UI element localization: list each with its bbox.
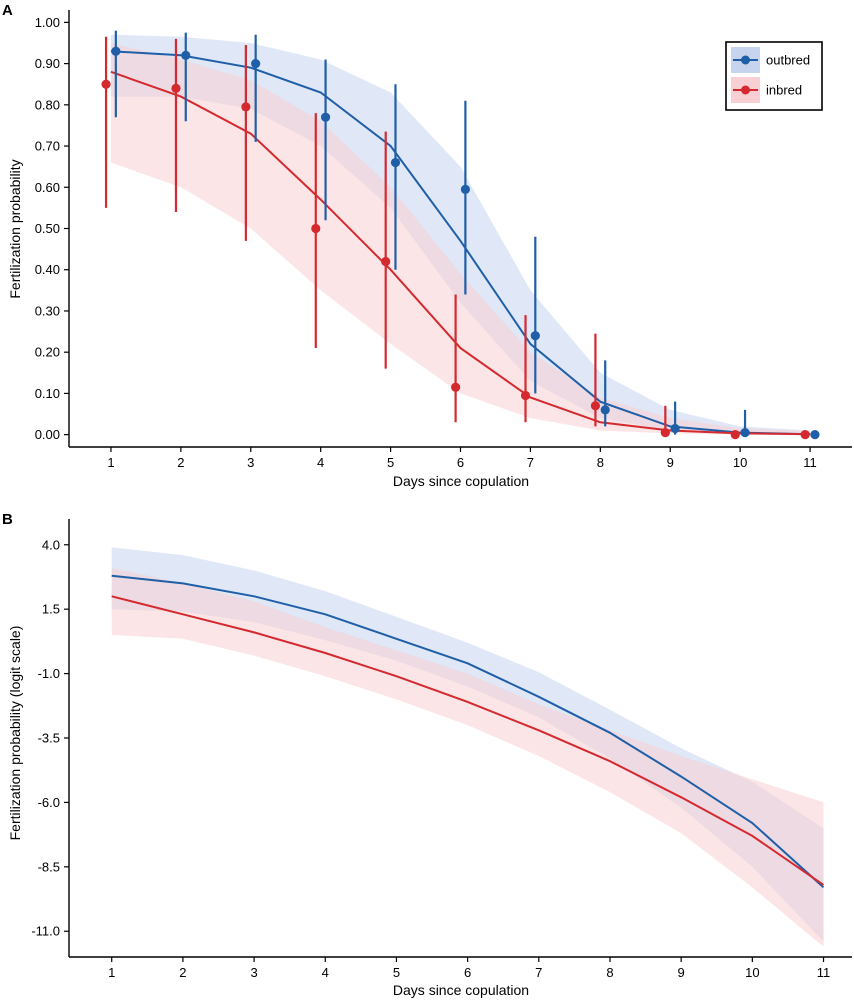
outbred-point <box>600 405 610 415</box>
panel-a: 1 2 3 4 5 6 7 8 9 10 11 0.00 0.10 0.20 0.30 0.40 0.50 0.6… <box>7 10 852 489</box>
inbred-point <box>311 223 321 234</box>
inbred-point <box>101 79 111 89</box>
panel-a-observed-points <box>101 30 820 440</box>
legend-inbred-marker <box>741 85 750 95</box>
inbred-point <box>171 83 181 93</box>
x-tick-label: 1 <box>108 965 115 980</box>
y-tick-label: 4.0 <box>42 537 60 552</box>
outbred-point <box>810 430 820 440</box>
x-tick-label: 9 <box>667 455 674 470</box>
outbred-fit-line <box>110 50 811 436</box>
legend: outbred inbred <box>725 41 823 111</box>
x-tick-label: 11 <box>817 965 831 980</box>
panel-b-axes: 1 2 3 4 5 6 7 8 9 10 11 4.0 1.5 -1.0 -3.5 -6.0 -8.5 -11.0 <box>31 519 852 980</box>
y-tick-label: 0.30 <box>35 303 60 318</box>
x-tick-label: 11 <box>803 455 817 470</box>
inbred-confidence-band <box>111 568 824 947</box>
x-tick-label: 8 <box>606 965 613 980</box>
x-tick-label: 1 <box>107 455 114 470</box>
outbred-point <box>320 112 331 122</box>
outbred-confidence-band <box>110 34 811 435</box>
y-tick-label: 1.5 <box>42 602 60 617</box>
x-tick-label: 9 <box>678 965 685 980</box>
panel-a-letter: A <box>2 2 13 19</box>
x-tick-label: 6 <box>464 965 471 980</box>
inbred-point <box>660 427 670 438</box>
panel-a-fit-lines <box>110 50 811 436</box>
y-tick-label: 0.50 <box>35 221 60 236</box>
x-tick-label: 5 <box>387 455 394 470</box>
inbred-point <box>451 382 461 392</box>
y-tick-label: -6.0 <box>38 795 60 810</box>
x-tick-label: 4 <box>322 965 329 980</box>
outbred-point <box>251 58 261 69</box>
x-tick-label: 7 <box>527 455 534 470</box>
legend-inbred-label: inbred <box>766 83 802 98</box>
x-tick-label: 7 <box>535 965 542 980</box>
inbred-fit-line <box>110 70 811 436</box>
y-tick-label: 0.80 <box>35 97 60 112</box>
outbred-point <box>740 427 750 438</box>
panel-b-confidence-bands <box>111 547 824 947</box>
y-tick-label: -3.5 <box>38 731 60 746</box>
outbred-fit-line <box>111 574 825 889</box>
outbred-point <box>670 423 680 434</box>
panel-b-fit-lines <box>111 574 825 889</box>
inbred-point <box>520 390 531 401</box>
x-tick-label: 6 <box>457 455 464 470</box>
y-tick-label: -1.0 <box>38 666 60 681</box>
panel-a-x-axis-title: Days since copulation <box>393 473 529 489</box>
y-tick-label: 0.90 <box>35 56 60 71</box>
y-tick-label: 0.70 <box>35 139 60 154</box>
x-tick-label: 4 <box>317 455 324 470</box>
y-tick-label: -11.0 <box>31 924 60 939</box>
y-tick-label: 0.40 <box>35 262 60 277</box>
outbred-point <box>181 50 191 60</box>
x-tick-label: 2 <box>179 965 186 980</box>
x-tick-label: 2 <box>177 455 184 470</box>
panel-a-confidence-bands <box>110 34 811 435</box>
outbred-point <box>460 184 470 194</box>
inbred-point <box>241 102 251 112</box>
panel-b-y-axis-title: Fertilization probability (logit scale) <box>7 626 23 841</box>
outbred-point <box>390 157 401 168</box>
x-tick-label: 8 <box>597 455 604 470</box>
y-tick-label: 0.00 <box>35 427 60 442</box>
panel-b-letter: B <box>2 511 13 528</box>
inbred-fit-line <box>111 595 825 886</box>
y-tick-label: 0.60 <box>35 180 60 195</box>
legend-outbred-label: outbred <box>766 53 810 68</box>
panel-b-x-axis-title: Days since copulation <box>393 982 529 998</box>
x-tick-label: 10 <box>745 965 759 980</box>
outbred-point <box>530 331 540 341</box>
x-tick-label: 10 <box>733 455 747 470</box>
y-tick-label: 1.00 <box>35 15 60 30</box>
x-tick-label: 3 <box>250 965 257 980</box>
panel-a-y-axis-title: Fertilization probability <box>7 159 23 298</box>
y-tick-label: -8.5 <box>38 859 60 874</box>
panel-b: 1 2 3 4 5 6 7 8 9 10 11 4.0 1.5 -1.0 -3.5 -6.0 -8.5 -11.0… <box>7 519 852 998</box>
inbred-point <box>381 256 391 267</box>
x-tick-label: 5 <box>393 965 400 980</box>
inbred-confidence-band <box>110 43 811 435</box>
legend-outbred-marker <box>741 55 750 65</box>
y-tick-label: 0.20 <box>35 345 60 360</box>
inbred-point <box>590 401 601 411</box>
panel-a-axes: 1 2 3 4 5 6 7 8 9 10 11 0.00 0.10 0.20 0.30 0.40 0.50 0.6… <box>35 10 852 470</box>
y-tick-label: 0.10 <box>35 386 60 401</box>
x-tick-label: 3 <box>247 455 254 470</box>
outbred-point <box>111 46 121 56</box>
inbred-point <box>730 430 740 440</box>
inbred-point <box>800 430 810 440</box>
